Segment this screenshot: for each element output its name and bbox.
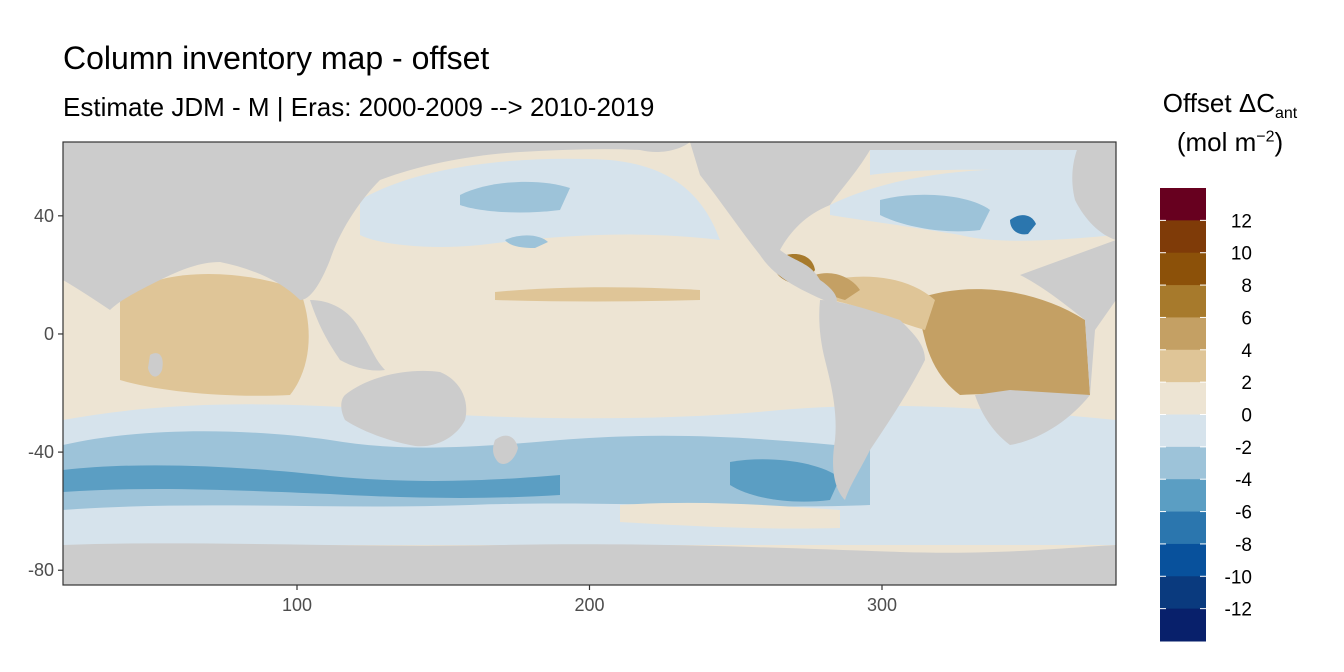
x-axis: 100 200 300 <box>282 585 897 615</box>
indian-ocean-tan <box>120 273 309 396</box>
legend-label: -4 <box>1235 470 1252 491</box>
legend-swatch <box>1160 479 1206 513</box>
land-south-america <box>819 300 925 500</box>
land-greenland <box>1072 142 1116 240</box>
south-atlantic-brown <box>915 289 1090 396</box>
land-eurasia <box>63 142 690 310</box>
north-atlantic-hotspot <box>1010 215 1036 235</box>
x-tick-label: 200 <box>574 595 604 615</box>
southern-ocean-streak <box>63 465 560 498</box>
land-southeast-asia <box>310 300 385 371</box>
north-atlantic-dark-patch <box>880 194 990 232</box>
legend-unit-prefix: (mol m <box>1176 126 1257 157</box>
legend-label: 4 <box>1241 341 1252 362</box>
land-madagascar <box>148 353 163 377</box>
legend-label: -10 <box>1225 567 1252 588</box>
legend-title-main: Offset ΔC <box>1162 88 1275 118</box>
legend-unit-suffix: ) <box>1274 126 1284 157</box>
legend-label: 6 <box>1241 308 1252 329</box>
land-north-america <box>690 142 1116 305</box>
map-panel <box>63 142 1116 585</box>
legend-swatch <box>1160 285 1206 318</box>
legend-label: 0 <box>1241 406 1252 427</box>
legend-swatch <box>1160 414 1206 448</box>
legend-label: -2 <box>1235 438 1252 459</box>
legend-label: 10 <box>1231 244 1252 265</box>
tropical-pacific-band <box>495 287 700 302</box>
legend-label: 12 <box>1231 211 1252 232</box>
caribbean <box>815 273 860 300</box>
legend-swatch <box>1160 188 1206 221</box>
legend-label: 2 <box>1241 373 1252 394</box>
y-tick-label: 40 <box>34 206 54 226</box>
y-axis: 40 0 -40 -80 <box>28 206 63 580</box>
legend-swatch <box>1160 446 1206 480</box>
land-africa <box>975 240 1116 445</box>
polar-patch <box>620 502 840 529</box>
legend-title: Offset ΔCant (mol m−2) <box>1130 86 1330 160</box>
legend-swatch <box>1160 543 1206 577</box>
legend-swatch <box>1160 349 1206 383</box>
legend-swatch <box>1160 252 1206 286</box>
map-title: Column inventory map - offset <box>63 40 490 76</box>
north-pacific-dark-patch <box>460 181 570 213</box>
map-subtitle: Estimate JDM - M | Eras: 2000-2009 --> 2… <box>63 92 655 122</box>
legend-title-sub: ant <box>1275 105 1298 123</box>
legend-swatch <box>1160 382 1206 415</box>
x-tick-label: 100 <box>282 595 312 615</box>
legend-label: -8 <box>1235 535 1252 556</box>
x-tick-label: 300 <box>867 595 897 615</box>
legend-label: -12 <box>1225 600 1252 621</box>
land-new-zealand <box>493 435 518 465</box>
legend-swatch <box>1160 220 1206 254</box>
land-antarctica <box>63 543 1116 585</box>
y-tick-label: 0 <box>44 324 54 344</box>
legend-swatch <box>1160 576 1206 610</box>
legend-swatch <box>1160 511 1206 545</box>
y-tick-label: -40 <box>28 442 54 462</box>
south-atlantic-band <box>900 433 1116 470</box>
land-australia <box>341 370 467 447</box>
legend-label: 8 <box>1241 276 1252 297</box>
legend-swatch <box>1160 608 1206 642</box>
y-tick-label: -80 <box>28 560 54 580</box>
legend-label: -6 <box>1235 503 1252 524</box>
south-pacific-streak <box>730 459 840 502</box>
legend-colorbar: 12 10 8 6 4 2 0 -2 -4 -6 -8 -10 -12 <box>1160 188 1252 642</box>
north-pacific-small-patch <box>505 235 548 248</box>
polar-strip <box>63 508 1116 545</box>
legend-swatch <box>1160 317 1206 351</box>
arctic-edge <box>870 150 1116 175</box>
legend-unit-sup: −2 <box>1256 128 1275 146</box>
